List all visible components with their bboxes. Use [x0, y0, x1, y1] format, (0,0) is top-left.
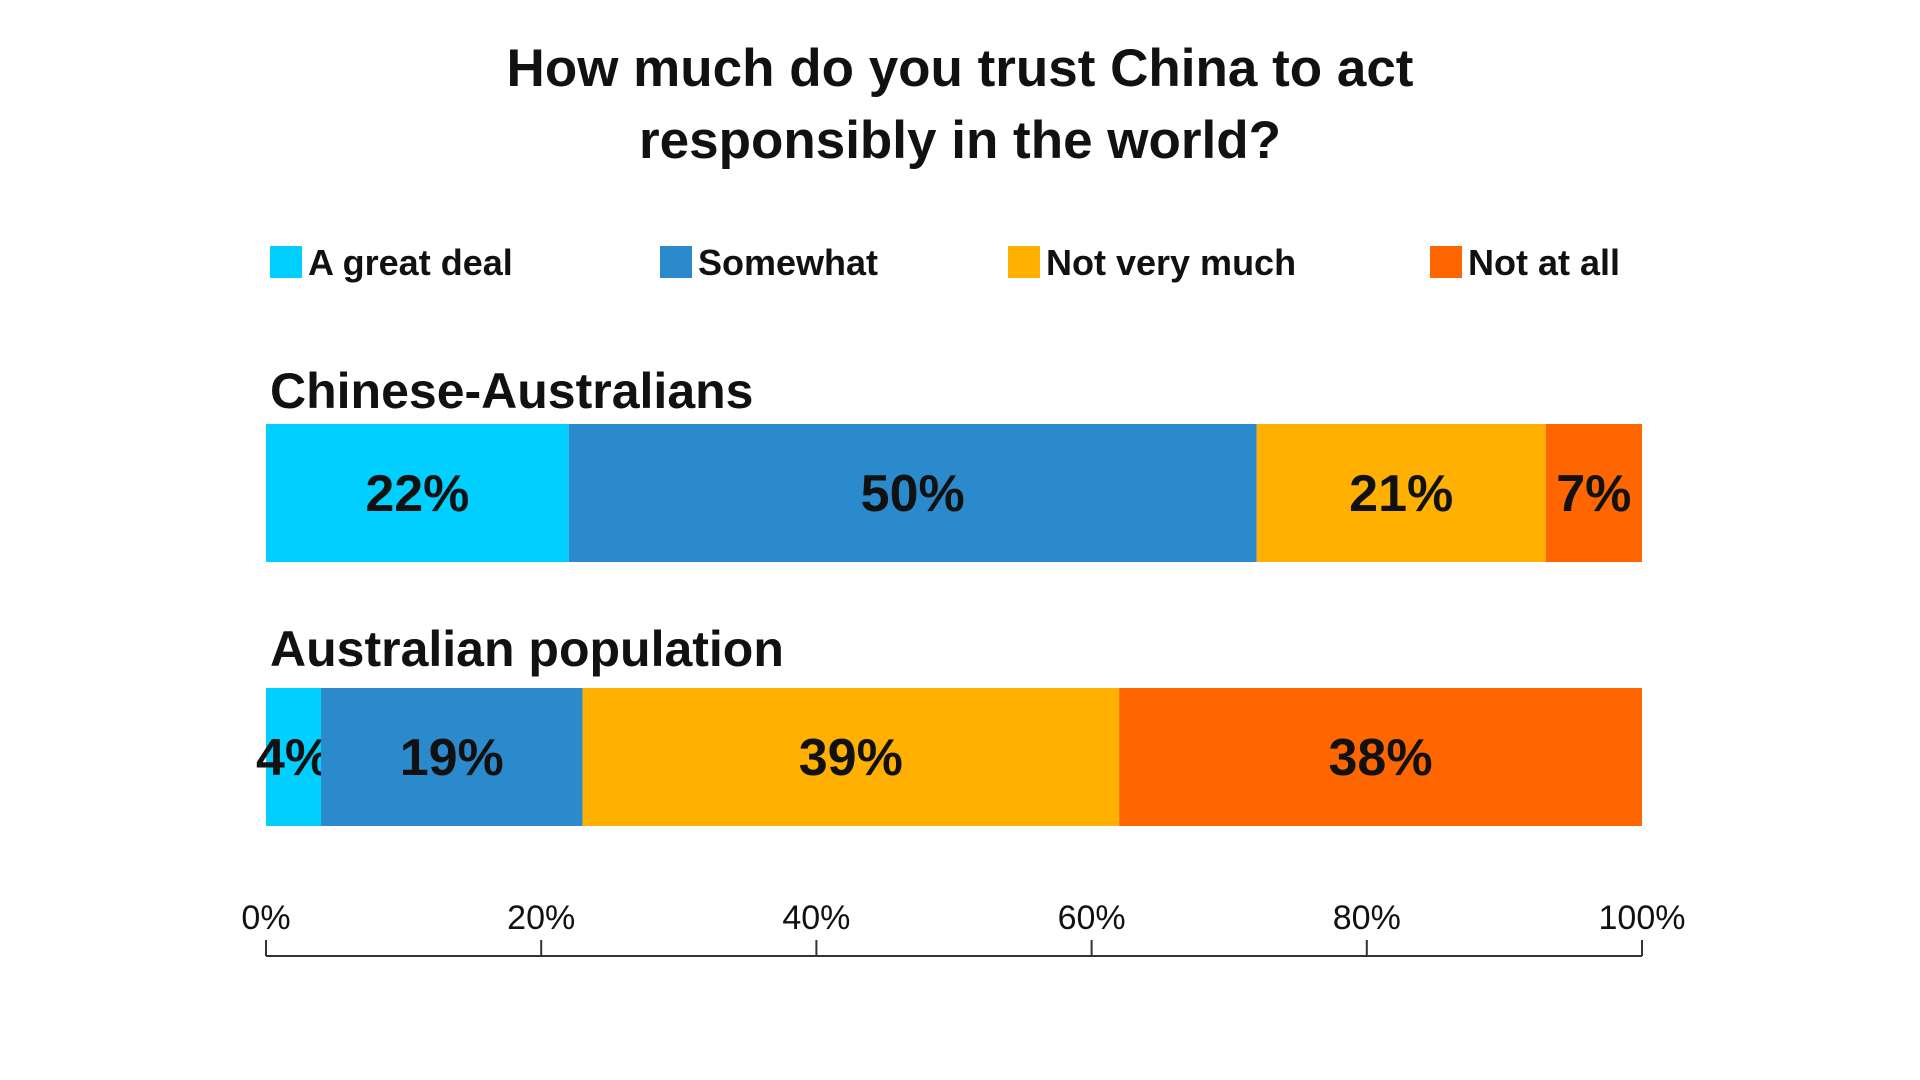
x-tick-label: 60%	[1058, 899, 1126, 937]
legend-item: A great deal	[270, 242, 513, 283]
legend-item: Not very much	[1008, 242, 1296, 283]
legend-swatch	[660, 246, 692, 278]
category-label: Australian population	[270, 621, 784, 677]
data-label: 4%	[256, 729, 331, 787]
bar-segment	[582, 688, 1120, 826]
x-tick-label: 100%	[1599, 899, 1686, 937]
legend-swatch	[270, 246, 302, 278]
legend-swatch	[1008, 246, 1040, 278]
data-label: 19%	[400, 729, 504, 787]
bar-segment	[1256, 424, 1546, 562]
chart-title: How much do you trust China to act respon…	[507, 39, 1414, 170]
legend-label: Not at all	[1468, 242, 1620, 283]
legend-label: Somewhat	[698, 242, 878, 283]
data-label: 7%	[1556, 465, 1631, 523]
legend-swatch	[1430, 246, 1462, 278]
bar-segment	[266, 424, 569, 562]
chart-legend: A great deal Somewhat Not very much Not at …	[270, 242, 1620, 283]
bar-segment	[568, 424, 1257, 562]
bar-row: Australian population 4% 19% 39% 38%	[256, 621, 1642, 826]
data-label: 22%	[365, 465, 469, 523]
data-label: 38%	[1329, 729, 1433, 787]
chart-title-line: responsibly in the world?	[639, 111, 1281, 170]
data-label: 21%	[1349, 465, 1453, 523]
bar-segment	[1119, 688, 1642, 826]
plot-area: Chinese-Australians 22% 50% 21% 7% Australian…	[256, 363, 1642, 826]
data-label: 50%	[861, 465, 965, 523]
legend-item: Somewhat	[660, 242, 878, 283]
category-label: Chinese-Australians	[270, 363, 753, 419]
x-tick-label: 80%	[1333, 899, 1401, 937]
x-tick-label: 40%	[782, 899, 850, 937]
legend-item: Not at all	[1430, 242, 1620, 283]
bar-segment	[321, 688, 583, 826]
bar-row: Chinese-Australians 22% 50% 21% 7%	[266, 363, 1642, 562]
x-tick-label: 0%	[241, 899, 290, 937]
x-tick-label: 20%	[507, 899, 575, 937]
legend-label: Not very much	[1046, 242, 1296, 283]
bar-segment	[266, 688, 322, 826]
legend-label: A great deal	[308, 242, 513, 283]
x-axis: 0% 20% 40% 60% 80% 100%	[241, 899, 1686, 957]
chart-title-line: How much do you trust China to act	[507, 39, 1414, 98]
bar-segment	[1545, 424, 1642, 562]
data-label: 39%	[799, 729, 903, 787]
